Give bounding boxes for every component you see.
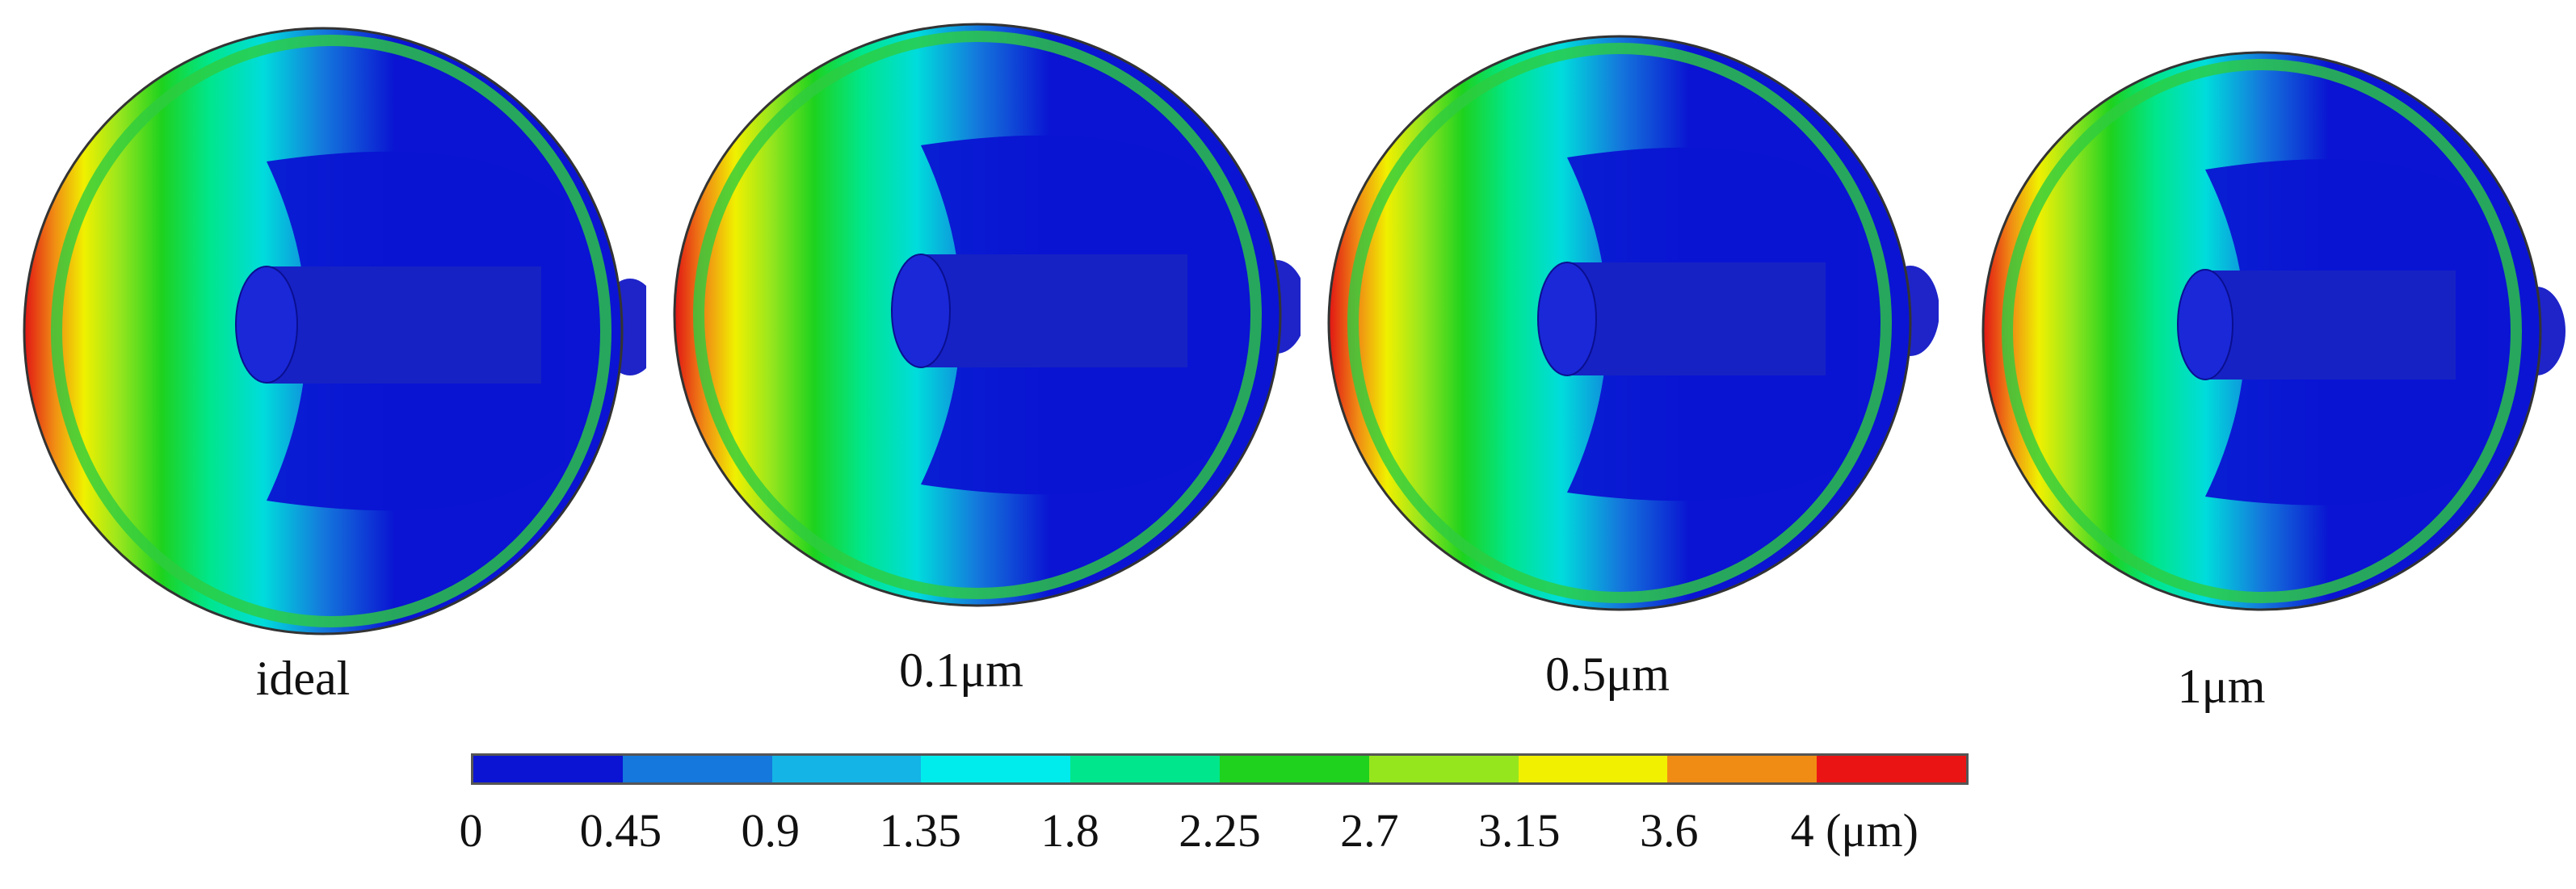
- panel-caption: 1μm: [2177, 660, 2266, 713]
- deformation-panel-0-1um: 0.1μm: [654, 0, 1301, 694]
- hemisphere-contour-plot: [673, 23, 1301, 607]
- hemisphere-contour-plot: [23, 27, 646, 635]
- colorbar-segment: [1368, 756, 1519, 782]
- colorbar-segment: [771, 756, 922, 782]
- deformation-panel-ideal: ideal: [0, 0, 646, 702]
- panel-caption: 0.5μm: [1545, 648, 1670, 701]
- colorbar-segment: [1070, 756, 1220, 782]
- colorbar-tick-label: 0.9: [741, 804, 801, 857]
- colorbar-tick-label: 0: [459, 804, 483, 857]
- deformation-panel-0-5um: 0.5μm: [1309, 0, 1939, 698]
- colorbar-tick-label: 3.15: [1478, 804, 1561, 857]
- colorbar: [471, 753, 1969, 785]
- panel-caption: ideal: [255, 652, 351, 705]
- colorbar-tick-label: 3.6: [1639, 804, 1699, 857]
- colorbar-segment: [1817, 756, 1966, 782]
- colorbar-segment: [1667, 756, 1817, 782]
- colorbar-segment: [1219, 756, 1369, 782]
- colorbar-segment: [473, 756, 623, 782]
- panel-caption: 0.1μm: [899, 644, 1023, 697]
- hemisphere-contour-plot: [1327, 35, 1939, 611]
- colorbar-tick-label: 1.35: [879, 804, 961, 857]
- colorbar-segment: [1518, 756, 1668, 782]
- colorbar-tick-label: 2.25: [1179, 804, 1261, 857]
- colorbar-tick-label: 0.45: [579, 804, 662, 857]
- colorbar-segment: [622, 756, 772, 782]
- colorbar-tick-label: 2.7: [1340, 804, 1399, 857]
- deformation-panel-1um: 1μm: [1955, 0, 2576, 711]
- colorbar-tick-label: 4 (μm): [1790, 804, 1918, 857]
- colorbar-tick-label: 1.8: [1040, 804, 1099, 857]
- hemisphere-contour-plot: [1981, 51, 2565, 611]
- colorbar-segment: [921, 756, 1071, 782]
